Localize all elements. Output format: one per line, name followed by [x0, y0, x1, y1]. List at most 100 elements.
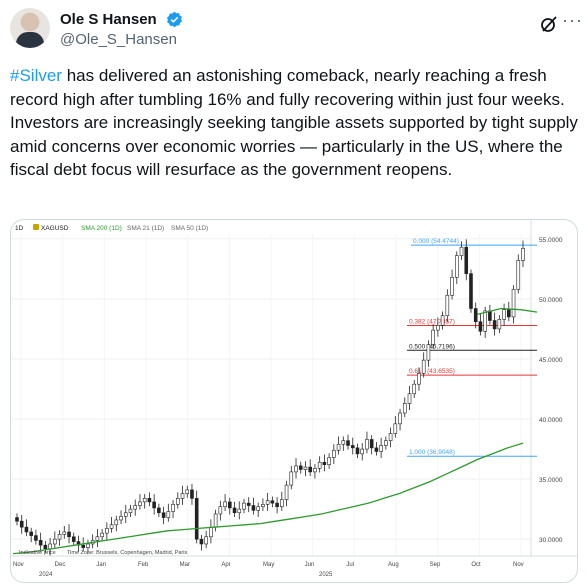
candle-body [436, 325, 440, 331]
candle-body [138, 501, 142, 506]
fib-label: 0.618 (43.6535) [409, 368, 455, 375]
candle-body [270, 500, 275, 504]
x-tick-label: Nov [513, 562, 524, 568]
candle-body [213, 513, 218, 528]
candle-body [507, 309, 511, 318]
candle-body [218, 506, 223, 515]
grok-icon[interactable] [539, 14, 559, 34]
x-tick-label: Jun [305, 562, 315, 568]
chart-symbol: XAGUSD [41, 225, 69, 232]
x-tick-label: Sep [430, 562, 441, 568]
candle-body [360, 448, 365, 455]
candle-body [384, 440, 388, 446]
tweet-header: Ole S Hansen @Ole_S_Hansen ··· [10, 8, 582, 54]
candle-body [175, 498, 180, 505]
candle-body [298, 465, 303, 470]
candle-body [38, 540, 43, 546]
candle-body [204, 536, 208, 545]
candle-body [450, 276, 454, 296]
candle-body [341, 440, 346, 445]
candle-body [445, 294, 450, 317]
candle-body [105, 528, 109, 534]
candle-body [454, 255, 459, 278]
author-name[interactable]: Ole S Hansen [60, 11, 157, 28]
sma-short-line [476, 307, 538, 316]
candle-body [15, 517, 19, 522]
candle-body [478, 321, 483, 332]
chart-image[interactable]: 55.0000 50.0000 45.0000 40.0000 35.0000 30.00… [10, 219, 578, 583]
candle-body [294, 465, 298, 473]
candle-body [171, 504, 175, 512]
candle-body [459, 246, 464, 256]
candle-body [109, 524, 114, 529]
candle-body [398, 412, 402, 425]
candle-body [417, 373, 421, 385]
year-label: 2024 [39, 572, 53, 578]
chart-interval: 1D [15, 225, 24, 232]
candle-body [29, 531, 33, 536]
candle-body [440, 315, 445, 326]
candle-body [516, 260, 521, 290]
candle-body [123, 512, 128, 517]
footnote-price: Indicative price [19, 550, 56, 556]
candle-body [313, 467, 317, 473]
candle-body [355, 447, 360, 455]
candle-body [431, 329, 435, 345]
candle-body [24, 526, 29, 533]
hashtag-link[interactable]: #Silver [10, 66, 62, 85]
candle-body [521, 248, 525, 261]
legend-sma21: SMA 21 (1D) [127, 225, 164, 232]
candle-body [199, 538, 204, 545]
y-tick-label: 55.0000 [539, 237, 563, 244]
candle-body [119, 516, 123, 521]
candle-body [502, 309, 506, 320]
x-tick-label: Aug [388, 562, 399, 568]
candle-body [209, 526, 213, 538]
tweet-text: #Silver has delivered an astonishing com… [10, 64, 578, 182]
x-tick-label: Apr [221, 562, 230, 568]
candle-body [511, 288, 516, 318]
candle-body [464, 246, 469, 274]
fib-label: 0.000 (54.4744) [413, 238, 459, 245]
candle-body [374, 447, 379, 452]
candle-body [100, 532, 104, 538]
candle-body [223, 501, 227, 508]
x-tick-label: Nov [13, 562, 24, 568]
symbol-icon [33, 224, 39, 230]
x-tick-label: Mar [180, 562, 190, 568]
author-handle[interactable]: @Ole_S_Hansen [60, 31, 177, 48]
candle-body [379, 445, 383, 452]
candle-body [48, 543, 52, 550]
x-tick-label: Jan [96, 562, 106, 568]
candle-body [251, 505, 256, 511]
y-tick-label: 30.0000 [539, 537, 563, 544]
candle-body [280, 499, 284, 508]
candle-body [53, 538, 57, 545]
candle-body [303, 466, 308, 470]
y-tick-label: 40.0000 [539, 417, 563, 424]
candle-body [57, 534, 62, 540]
candle-body [256, 506, 260, 511]
avatar[interactable] [10, 8, 50, 48]
candle-body [237, 508, 242, 514]
candle-body [190, 489, 194, 499]
fib-label: 1.000 (36.9048) [409, 449, 455, 456]
candle-body [421, 359, 426, 374]
candle-body [67, 531, 71, 538]
candle-body [492, 320, 497, 330]
fib-label: 0.382 (47.7857) [409, 318, 455, 325]
more-icon[interactable]: ··· [562, 10, 583, 30]
candle-body [19, 520, 24, 528]
candle-body [426, 344, 431, 361]
candle-body [43, 544, 48, 550]
candle-body [194, 498, 199, 540]
candle-body [497, 319, 502, 330]
candle-body [133, 505, 138, 510]
candle-body [180, 493, 185, 499]
candle-body [402, 403, 407, 414]
legend-sma200: SMA 200 (1D) [81, 225, 122, 232]
candle-body [275, 502, 279, 508]
fib-label: 0.500 (45.7196) [409, 343, 455, 350]
legend-sma50: SMA 50 (1D) [171, 225, 208, 232]
candle-body [308, 466, 312, 473]
